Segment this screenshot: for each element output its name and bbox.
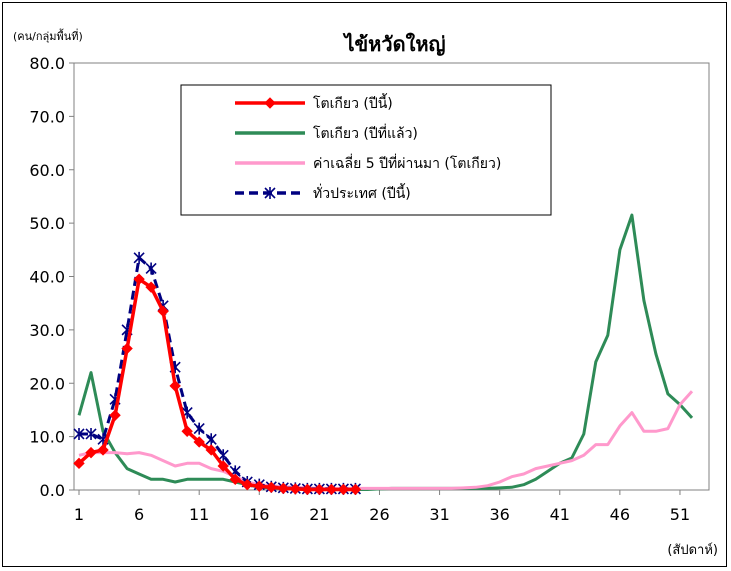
series-line xyxy=(78,390,694,490)
data-point-marker xyxy=(301,483,314,496)
data-point-marker xyxy=(241,478,253,491)
y-axis: 0.0 10.0 20.0 30.0 40.0 50.0 60.0 70.0 80.0 xyxy=(29,54,74,500)
legend-item-2: โตเกียว (ปีที่แล้ว) xyxy=(235,124,418,142)
x-axis: 1 6 11 16 21 26 31 36 41 46 51 xyxy=(74,490,690,524)
x-tick-label: 6 xyxy=(134,505,144,524)
data-point-marker xyxy=(313,483,326,496)
y-tick-label: 20.0 xyxy=(29,374,65,393)
x-tick-label: 16 xyxy=(249,505,269,524)
data-point-marker xyxy=(157,305,169,317)
x-tick-label: 31 xyxy=(429,505,449,524)
legend-label: โตเกียว (ปีที่แล้ว) xyxy=(313,124,418,142)
data-point-marker xyxy=(97,444,109,456)
x-tick-label: 21 xyxy=(309,505,329,524)
series-line xyxy=(79,256,356,491)
y-tick-label: 60.0 xyxy=(29,161,65,180)
data-point-marker xyxy=(133,273,145,285)
y-tick-label: 50.0 xyxy=(29,214,65,233)
x-tick-label: 36 xyxy=(489,505,509,524)
data-point-marker xyxy=(253,480,265,492)
data-point-marker xyxy=(145,262,157,275)
legend-label: ทั่วประเทศ (ปีนี้) xyxy=(313,183,411,202)
y-tick-label: 80.0 xyxy=(29,54,65,73)
data-point-marker xyxy=(337,483,350,496)
data-point-marker xyxy=(277,482,290,495)
data-point-marker xyxy=(121,342,133,355)
y-tick-label: 30.0 xyxy=(29,321,65,340)
data-point-marker xyxy=(145,281,157,293)
legend-label: ค่าเฉลี่ย 5 ปีที่ผ่านมา (โตเกียว) xyxy=(313,154,501,172)
data-point-marker xyxy=(217,449,229,462)
y-tick-label: 40.0 xyxy=(29,268,65,287)
legend-item-4: ทั่วประเทศ (ปีนี้) xyxy=(235,183,411,202)
data-point-marker xyxy=(217,460,229,472)
x-tick-label: 26 xyxy=(369,505,389,524)
data-point-marker xyxy=(133,251,145,264)
y-tick-label: 70.0 xyxy=(29,107,65,126)
series-3 xyxy=(78,390,694,490)
data-point-marker xyxy=(193,422,205,435)
line-chart: ไข้หวัดใหญ่ (คน/กลุ่มพื้นที่) (สัปดาห์) … xyxy=(13,28,718,558)
series-1 xyxy=(73,273,362,496)
data-point-marker xyxy=(73,427,85,440)
y-axis-label: (คน/กลุ่มพื้นที่) xyxy=(13,28,83,43)
data-point-marker xyxy=(85,446,97,459)
y-tick-label: 0.0 xyxy=(40,481,65,500)
legend-label: โตเกียว (ปีนี้) xyxy=(313,93,393,112)
x-tick-label: 1 xyxy=(74,505,84,524)
data-point-marker xyxy=(325,483,338,496)
legend-marker xyxy=(264,187,276,199)
legend-marker xyxy=(264,97,276,109)
data-point-marker xyxy=(289,483,302,495)
data-point-marker xyxy=(109,409,121,421)
data-point-marker xyxy=(229,473,241,486)
x-axis-label: (สัปดาห์) xyxy=(667,542,718,558)
data-point-marker xyxy=(85,427,97,440)
data-point-marker xyxy=(205,444,217,456)
data-point-marker xyxy=(349,483,362,496)
legend-item-1: โตเกียว (ปีนี้) xyxy=(235,93,393,112)
series-lines xyxy=(73,213,694,496)
x-tick-label: 41 xyxy=(550,505,570,524)
chart-title: ไข้หวัดใหญ่ xyxy=(342,32,445,56)
legend: โตเกียว (ปีนี้) โตเกียว (ปีที่แล้ว) ค่าเฉล… xyxy=(180,84,552,216)
data-point-marker xyxy=(73,457,85,470)
data-point-marker xyxy=(205,433,217,446)
x-tick-label: 46 xyxy=(610,505,630,524)
x-tick-label: 51 xyxy=(670,505,690,524)
legend-item-3: ค่าเฉลี่ย 5 ปีที่ผ่านมา (โตเกียว) xyxy=(235,154,501,172)
data-point-marker xyxy=(169,380,181,392)
x-tick-label: 11 xyxy=(189,505,209,524)
data-point-marker xyxy=(265,481,278,494)
data-point-marker xyxy=(193,436,205,448)
y-tick-label: 10.0 xyxy=(29,428,65,447)
data-point-marker xyxy=(181,425,193,437)
